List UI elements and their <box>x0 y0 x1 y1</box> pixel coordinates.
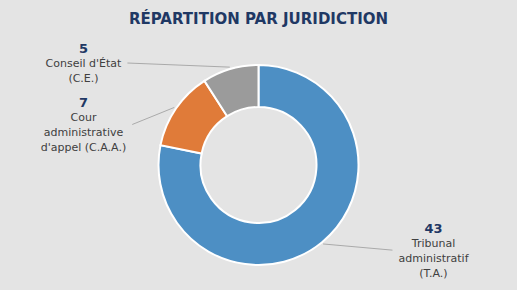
slices <box>158 65 358 265</box>
category-label-line: administrative <box>44 126 124 139</box>
slice-annotation: 7Cour administrative d'appel (C.A.A.) <box>41 95 126 154</box>
slice-annotation: 5Conseil d'État (C.E.) <box>46 41 123 85</box>
category-label-line: (C.E.) <box>68 72 98 85</box>
labels: 5Conseil d'État (C.E.) 7Cour administrative… <box>41 41 470 280</box>
slice <box>204 65 258 116</box>
chart: RÉPARTITION PAR JURIDICTION 5Conseil d'Ét… <box>0 0 517 290</box>
title: RÉPARTITION PAR JURIDICTION <box>129 9 388 28</box>
data-label: 5 <box>79 41 88 56</box>
category-label: Cour administrative d'appel (C.A.A.) <box>41 111 126 154</box>
category-label: Tribunal administratif (T.A.) <box>398 237 469 280</box>
category-label-line: Tribunal <box>411 237 455 250</box>
data-label: 7 <box>79 95 88 110</box>
category-label: Conseil d'État (C.E.) <box>46 57 123 85</box>
category-label-line: d'appel (C.A.A.) <box>41 141 126 154</box>
slice <box>158 65 358 265</box>
leader-line <box>127 63 229 67</box>
category-label-line: administratif <box>398 252 469 265</box>
category-label-line: Conseil d'État <box>46 57 123 70</box>
category-label-line: Cour <box>71 111 97 124</box>
leader-line <box>323 244 392 250</box>
leader-line <box>132 107 174 124</box>
slice-annotation: 43Tribunal administratif (T.A.) <box>398 221 469 280</box>
category-label-line: (T.A.) <box>419 267 447 280</box>
data-label: 43 <box>424 221 442 236</box>
background <box>0 0 517 290</box>
